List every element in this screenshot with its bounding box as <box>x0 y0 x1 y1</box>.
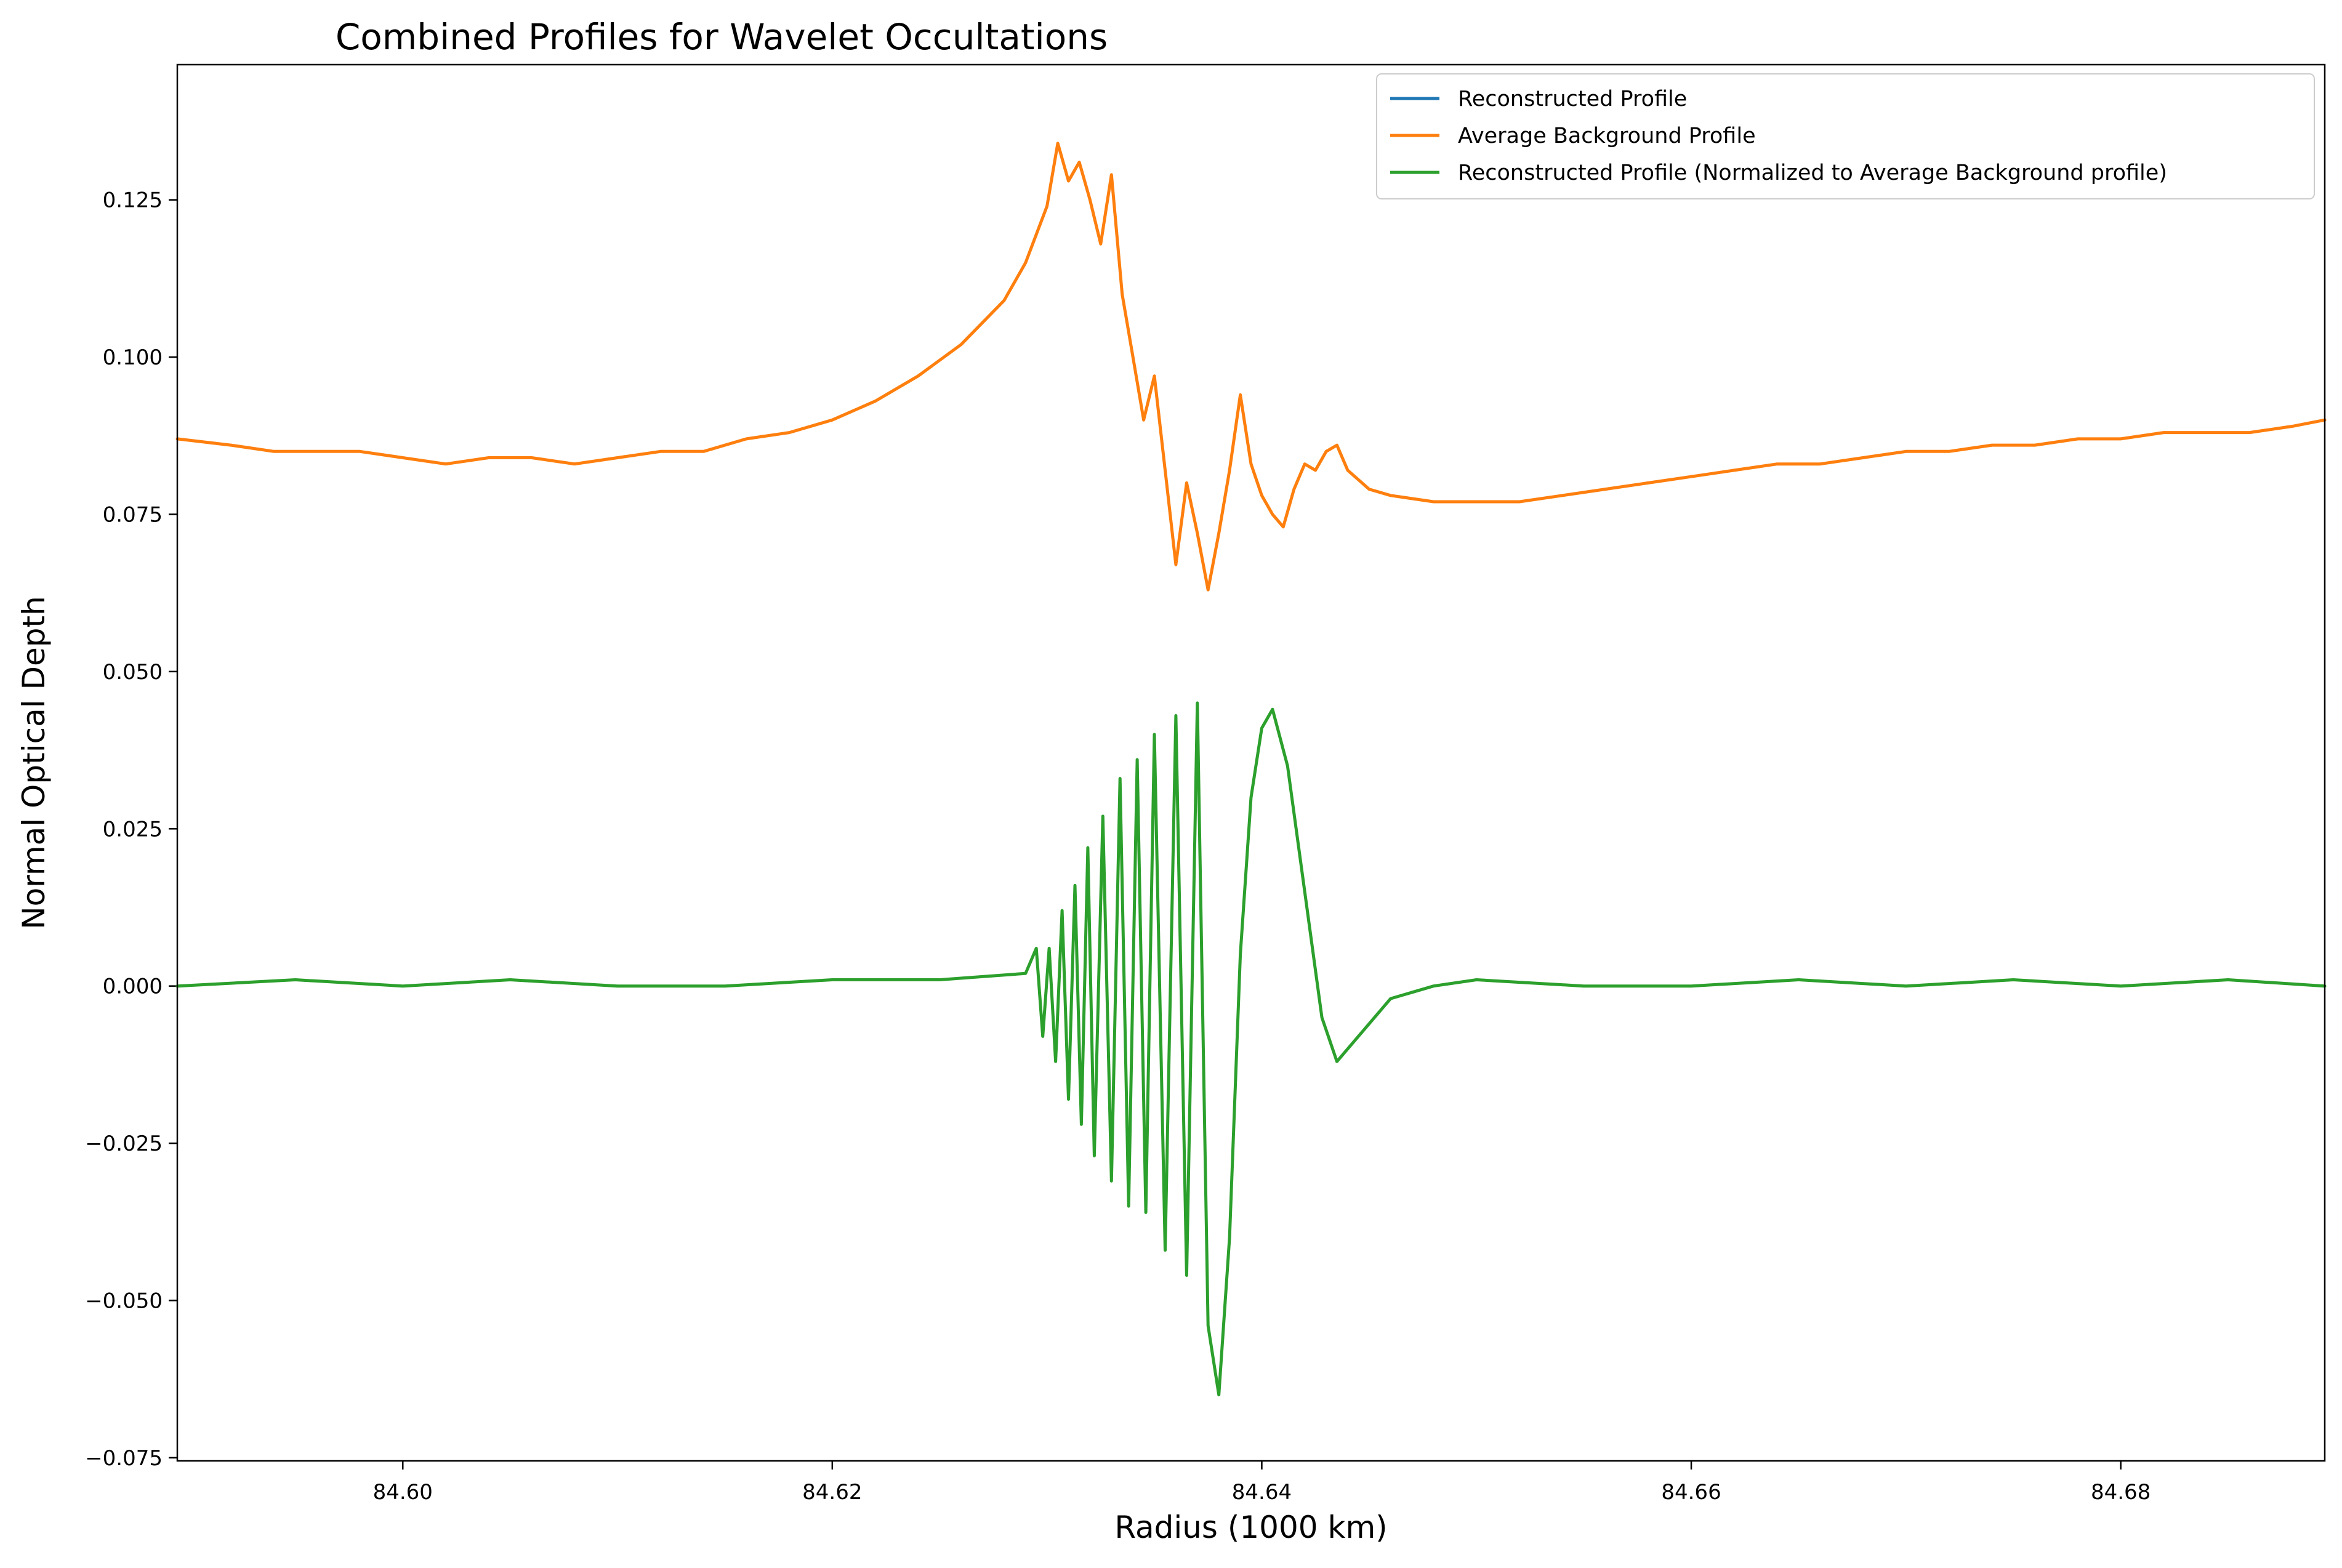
y-tick-label: 0.100 <box>103 345 163 370</box>
x-tick-label: 84.66 <box>1661 1480 1721 1505</box>
legend-label-reconstructed-profile: Reconstructed Profile <box>1458 87 1687 111</box>
x-axis-ticks: 84.60 84.62 84.64 84.66 84.68 <box>373 1461 2151 1505</box>
series-line-normalized-profile <box>175 701 2327 1397</box>
chart-title: Combined Profiles for Wavelet Occultatio… <box>336 16 1108 58</box>
y-tick-label: 0.075 <box>103 502 163 527</box>
legend-frame <box>1376 73 2315 199</box>
plot-frame <box>176 63 2326 1462</box>
x-axis-label: Radius (1000 km) <box>1114 1510 1387 1545</box>
y-tick-label: −0.050 <box>85 1289 163 1313</box>
y-tick-label: 0.025 <box>103 817 163 842</box>
y-tick-label: 0.050 <box>103 660 163 685</box>
legend: Reconstructed Profile Average Background… <box>1376 73 2315 199</box>
series-layer <box>175 142 2327 1397</box>
series-line-average-background-profile <box>175 142 2327 592</box>
x-tick-label: 84.64 <box>1232 1480 1292 1505</box>
x-tick-label: 84.60 <box>373 1480 433 1505</box>
y-tick-label: −0.025 <box>85 1132 163 1156</box>
x-tick-label: 84.62 <box>802 1480 862 1505</box>
y-tick-label: 0.000 <box>103 975 163 999</box>
legend-label-normalized-profile: Reconstructed Profile (Normalized to Ave… <box>1458 161 2167 185</box>
x-tick-label: 84.68 <box>2091 1480 2151 1505</box>
y-tick-label: 0.125 <box>103 188 163 213</box>
legend-label-average-background-profile: Average Background Profile <box>1458 124 1756 148</box>
y-tick-label: −0.075 <box>85 1446 163 1471</box>
y-axis-ticks: −0.075 −0.050 −0.025 0.000 0.025 0.050 0.075 0.… <box>85 188 177 1471</box>
y-axis-label: Normal Optical Depth <box>16 596 52 930</box>
